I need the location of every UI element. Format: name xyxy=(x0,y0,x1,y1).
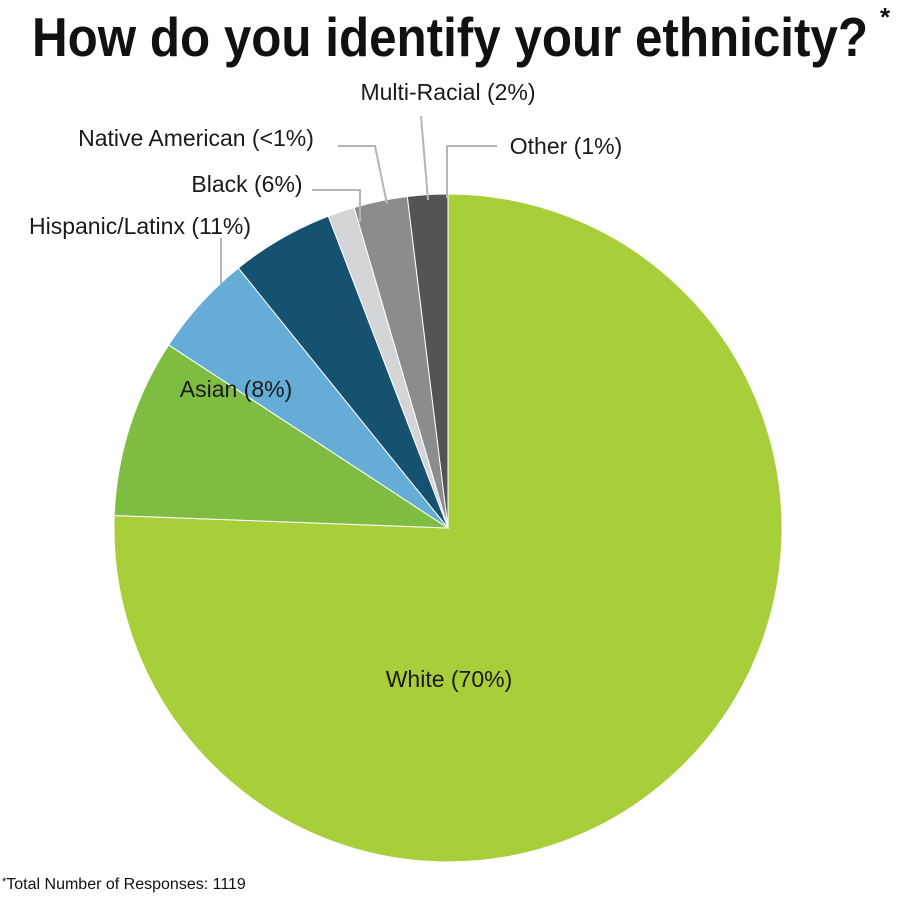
slice-label-black: Black (6%) xyxy=(191,171,302,197)
slice-label-asian: Asian (8%) xyxy=(180,376,292,402)
leader-lines xyxy=(220,115,497,284)
slice-label-other: Other (1%) xyxy=(510,133,622,159)
pie-slice-asian xyxy=(113,344,450,529)
leader-line-native-american xyxy=(338,145,388,205)
chart-title-marker: * xyxy=(880,2,891,32)
chart-title: How do you identify your ethnicity? xyxy=(32,6,868,68)
leader-line-black xyxy=(312,189,361,222)
footnote: *Total Number of Responses: 1119 xyxy=(2,876,246,894)
leader-line-other xyxy=(446,145,497,198)
pie-slices xyxy=(113,193,783,863)
slice-label-multi-racial: Multi-Racial (2%) xyxy=(360,79,535,105)
pie-slice-white xyxy=(113,193,783,863)
slice-label-white: White (70%) xyxy=(386,666,513,692)
slice-label-native-american: Native American (<1%) xyxy=(78,125,314,151)
leader-line-multi-racial xyxy=(420,115,429,201)
slice-label-hispanic: Hispanic/Latinx (11%) xyxy=(29,213,251,239)
footnote-marker: * xyxy=(2,876,7,888)
slice-labels: White (70%) Asian (8%) Hispanic/Latinx (… xyxy=(29,79,622,692)
footnote-text: Total Number of Responses: 1119 xyxy=(6,876,246,893)
